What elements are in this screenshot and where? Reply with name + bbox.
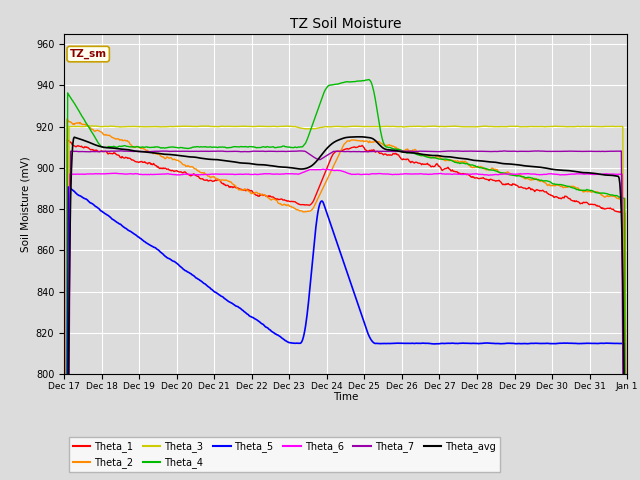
Theta_avg xyxy=(356,134,364,140)
Theta_6 xyxy=(279,171,287,177)
Theta_avg xyxy=(279,164,287,170)
Theta_7 xyxy=(404,148,412,154)
Theta_2 xyxy=(259,192,266,198)
Line: Theta_1: Theta_1 xyxy=(64,140,627,480)
Theta_4 xyxy=(279,143,287,149)
Theta_4 xyxy=(365,77,372,83)
Theta_avg xyxy=(126,147,134,153)
Theta_4 xyxy=(404,150,412,156)
Theta_3 xyxy=(230,124,238,130)
Theta_4 xyxy=(258,144,266,150)
Line: Theta_2: Theta_2 xyxy=(64,119,627,480)
Theta_avg xyxy=(258,162,266,168)
Line: Theta_7: Theta_7 xyxy=(64,151,627,480)
Theta_4 xyxy=(126,144,134,150)
Theta_1 xyxy=(127,156,134,162)
Theta_1 xyxy=(230,184,238,190)
Theta_1 xyxy=(259,192,266,197)
X-axis label: Time: Time xyxy=(333,393,358,402)
Theta_2 xyxy=(127,142,134,148)
Line: Theta_4: Theta_4 xyxy=(64,80,627,480)
Title: TZ Soil Moisture: TZ Soil Moisture xyxy=(290,17,401,31)
Theta_6 xyxy=(436,170,444,176)
Theta_7 xyxy=(127,148,134,154)
Line: Theta_5: Theta_5 xyxy=(64,187,627,480)
Theta_1 xyxy=(436,164,444,170)
Theta_7 xyxy=(259,148,266,154)
Theta_3 xyxy=(436,124,444,130)
Theta_6 xyxy=(258,171,266,177)
Theta_2 xyxy=(404,147,412,153)
Theta_7 xyxy=(230,148,238,154)
Theta_6 xyxy=(126,171,134,177)
Theta_6 xyxy=(404,171,412,177)
Theta_4 xyxy=(436,156,444,162)
Theta_3 xyxy=(127,124,134,130)
Line: Theta_6: Theta_6 xyxy=(64,169,627,480)
Line: Theta_3: Theta_3 xyxy=(64,126,627,480)
Theta_3 xyxy=(280,123,287,129)
Theta_7 xyxy=(117,148,125,154)
Theta_1 xyxy=(63,137,71,143)
Theta_2 xyxy=(280,202,287,207)
Y-axis label: Soil Moisture (mV): Soil Moisture (mV) xyxy=(20,156,30,252)
Theta_5 xyxy=(65,184,72,190)
Theta_5 xyxy=(404,340,412,346)
Theta_2 xyxy=(63,116,71,122)
Theta_6 xyxy=(319,167,327,172)
Theta_avg xyxy=(404,150,412,156)
Theta_3 xyxy=(404,124,412,130)
Theta_3 xyxy=(88,123,96,129)
Line: Theta_avg: Theta_avg xyxy=(64,137,627,480)
Theta_4 xyxy=(230,144,237,150)
Theta_5 xyxy=(280,336,287,342)
Theta_1 xyxy=(280,197,287,203)
Theta_7 xyxy=(436,149,444,155)
Theta_2 xyxy=(436,155,444,160)
Theta_2 xyxy=(230,182,238,188)
Theta_7 xyxy=(280,148,287,154)
Legend: Theta_1, Theta_2, Theta_3, Theta_4, Theta_5, Theta_6, Theta_7, Theta_avg: Theta_1, Theta_2, Theta_3, Theta_4, Thet… xyxy=(69,437,500,472)
Theta_avg xyxy=(230,159,237,165)
Theta_5 xyxy=(259,321,266,327)
Theta_5 xyxy=(230,302,238,308)
Theta_5 xyxy=(127,228,134,234)
Theta_avg xyxy=(436,153,444,159)
Theta_6 xyxy=(230,171,237,177)
Theta_5 xyxy=(436,341,444,347)
Text: TZ_sm: TZ_sm xyxy=(70,49,107,59)
Theta_1 xyxy=(404,156,412,162)
Theta_3 xyxy=(259,123,266,129)
